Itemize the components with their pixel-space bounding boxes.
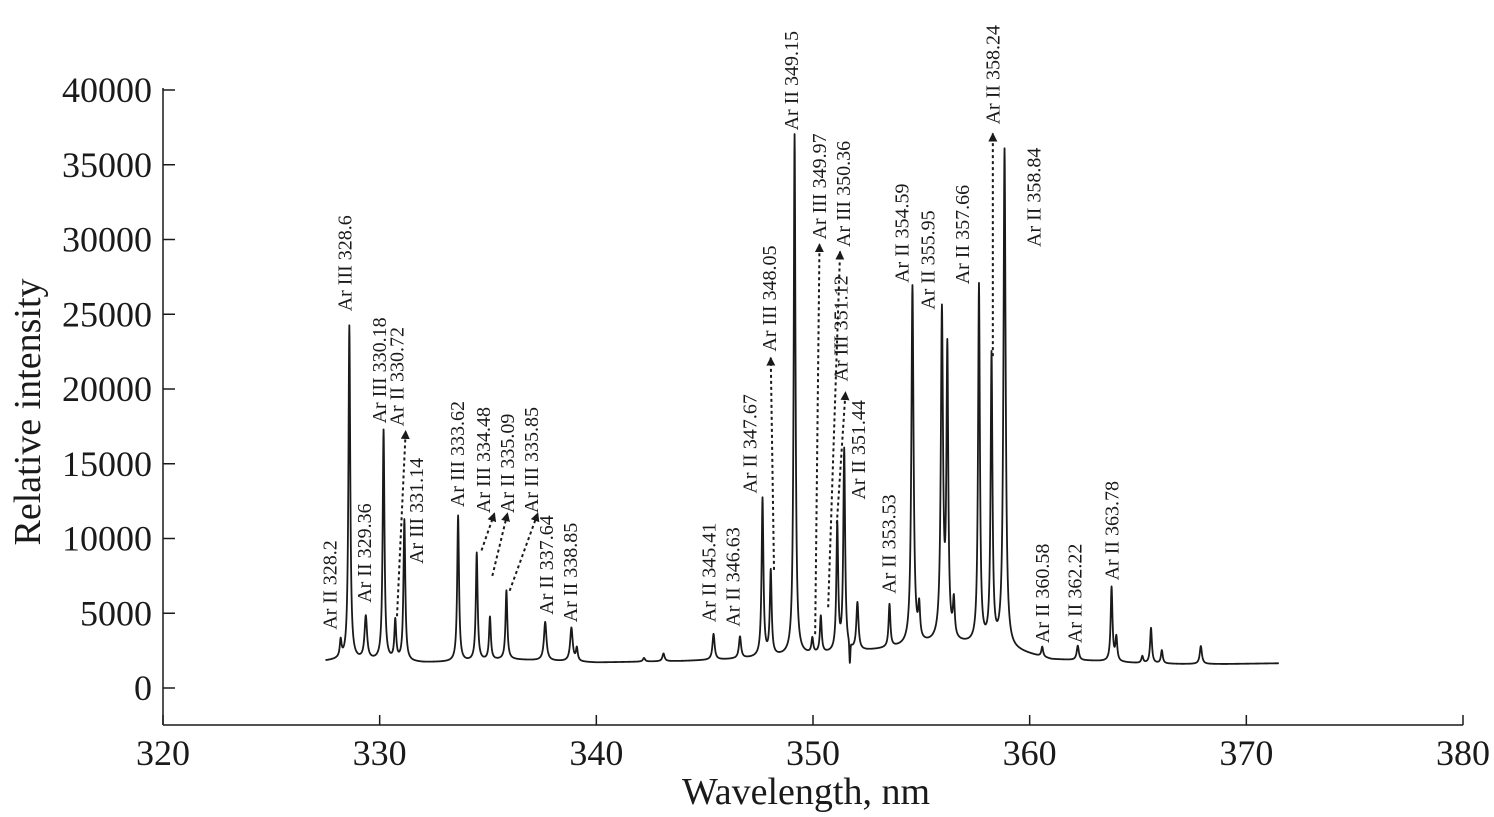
peak-label: Ar III 351.12	[831, 275, 853, 381]
x-tick-label: 340	[569, 733, 623, 773]
y-tick-label: 25000	[62, 294, 152, 334]
peak-label: Ar III 328.6	[335, 215, 357, 311]
y-axis-title: Relative intensity	[7, 278, 49, 545]
peak-label: Ar III 348.05	[759, 246, 781, 352]
y-tick-label: 20000	[62, 369, 152, 409]
peak-label: Ar III 330.18	[369, 317, 391, 423]
peak-label: Ar II 360.58	[1032, 544, 1054, 643]
peak-label: Ar II 362.22	[1065, 544, 1087, 643]
annotation-arrow	[508, 512, 540, 592]
peak-label: Ar II 363.78	[1102, 481, 1124, 580]
peak-label: Ar II 338.85	[560, 523, 582, 622]
annotation-arrow	[480, 512, 497, 551]
peak-label: Ar II 330.72	[387, 327, 409, 426]
peak-label: Ar III 349.97	[809, 133, 831, 239]
annotation-arrow	[396, 429, 410, 617]
peak-label: Ar II 358.24	[982, 25, 1004, 124]
x-tick-label: 380	[1436, 733, 1490, 773]
peak-label: Ar II 335.09	[497, 414, 519, 513]
x-axis-title: Wavelength, nm	[682, 771, 930, 813]
y-tick-label: 5000	[80, 593, 152, 633]
x-tick-label: 320	[136, 733, 190, 773]
peak-label: Ar II 349.15	[781, 31, 803, 130]
peak-label: Ar II 347.67	[740, 394, 762, 493]
peak-label: Ar II 354.59	[891, 183, 913, 282]
peak-label: Ar III 350.36	[833, 141, 855, 247]
peak-label: Ar II 337.64	[536, 515, 558, 614]
annotation-arrows	[396, 132, 998, 635]
y-tick-label: 10000	[62, 519, 152, 559]
annotation-arrow	[835, 391, 850, 524]
x-ticks: 320 330 340 350 360 370 380	[136, 715, 1490, 773]
peak-label: Ar II 358.84	[1024, 148, 1046, 247]
peak-annotations: Ar II 328.2 Ar III 328.6 Ar II 329.36 Ar II…	[319, 25, 1123, 643]
x-tick-label: 330	[353, 733, 407, 773]
annotation-arrow	[827, 250, 845, 608]
peak-label: Ar III 334.48	[473, 407, 495, 513]
y-tick-label: 40000	[62, 70, 152, 110]
peak-label: Ar II 346.63	[722, 527, 744, 626]
peak-label: Ar III 335.85	[521, 407, 543, 513]
y-tick-label: 0	[134, 668, 152, 708]
peak-label: Ar III 333.62	[447, 401, 469, 507]
x-tick-label: 350	[786, 733, 840, 773]
peak-label: Ar II 353.53	[878, 494, 900, 593]
y-tick-label: 30000	[62, 220, 152, 260]
peak-label: Ar II 355.95	[917, 210, 939, 309]
y-tick-label: 15000	[62, 444, 152, 484]
y-ticks: 0 5000 10000 15000 20000 25000 30000 35000 40000	[62, 70, 175, 708]
peak-label: Ar II 328.2	[319, 540, 341, 629]
annotation-arrow	[491, 512, 510, 577]
x-tick-label: 370	[1219, 733, 1273, 773]
peak-label: Ar II 357.66	[952, 185, 974, 284]
y-tick-label: 35000	[62, 145, 152, 185]
peak-label: Ar II 329.36	[354, 503, 376, 602]
peak-label: Ar II 351.44	[848, 400, 870, 499]
x-tick-label: 360	[1003, 733, 1057, 773]
peak-label: Ar III 331.14	[406, 458, 428, 564]
annotation-arrow	[814, 243, 824, 635]
annotation-arrow	[766, 356, 776, 570]
spectrum-line	[324, 133, 1280, 665]
peak-label: Ar II 345.41	[699, 523, 721, 622]
